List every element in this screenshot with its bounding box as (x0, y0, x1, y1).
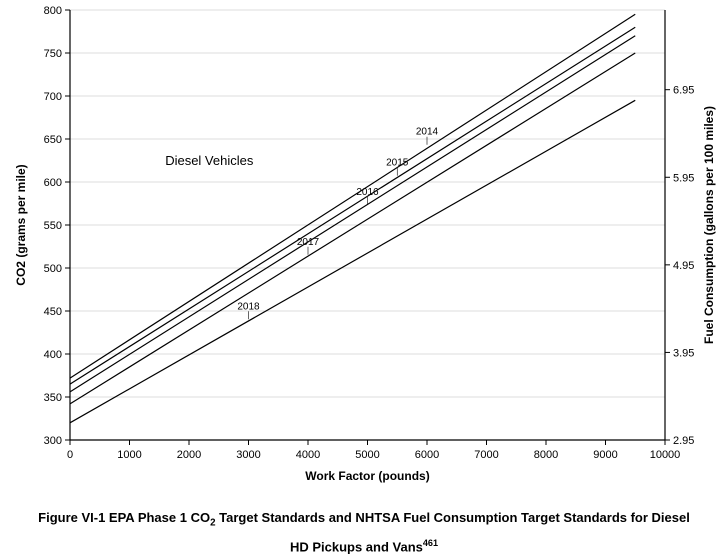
svg-text:CO2 (grams per mile): CO2 (grams per mile) (14, 164, 28, 285)
svg-text:750: 750 (44, 48, 62, 60)
figure-caption-line1: Figure VI-1 EPA Phase 1 CO2 Target Stand… (0, 510, 728, 529)
svg-text:300: 300 (44, 435, 62, 447)
chart-container: 3003504004505005506006507007508000100020… (0, 0, 728, 500)
svg-text:3000: 3000 (236, 449, 260, 461)
svg-text:7000: 7000 (474, 449, 498, 461)
svg-text:2015: 2015 (386, 158, 409, 169)
svg-text:500: 500 (44, 263, 62, 275)
svg-text:650: 650 (44, 134, 62, 146)
svg-text:0: 0 (67, 449, 73, 461)
svg-text:2014: 2014 (416, 127, 439, 138)
svg-text:2000: 2000 (177, 449, 201, 461)
svg-text:4000: 4000 (296, 449, 320, 461)
svg-text:Diesel Vehicles: Diesel Vehicles (165, 153, 254, 168)
svg-text:550: 550 (44, 220, 62, 232)
svg-text:Work Factor (pounds): Work Factor (pounds) (305, 469, 429, 483)
line-chart: 3003504004505005506006507007508000100020… (0, 0, 728, 500)
svg-text:2016: 2016 (356, 187, 379, 198)
svg-text:400: 400 (44, 349, 62, 361)
svg-text:700: 700 (44, 91, 62, 103)
svg-text:3.95: 3.95 (673, 347, 694, 359)
svg-text:1000: 1000 (117, 449, 141, 461)
svg-text:350: 350 (44, 392, 62, 404)
svg-text:6000: 6000 (415, 449, 439, 461)
svg-text:4.95: 4.95 (673, 260, 694, 272)
svg-text:800: 800 (44, 5, 62, 17)
svg-text:2.95: 2.95 (673, 435, 694, 447)
svg-text:6.95: 6.95 (673, 85, 694, 97)
caption-text: Figure VI-1 EPA Phase 1 CO (38, 510, 210, 525)
svg-text:Fuel Consumption (gallons per: Fuel Consumption (gallons per 100 miles) (702, 106, 716, 344)
svg-text:450: 450 (44, 306, 62, 318)
svg-text:2017: 2017 (297, 237, 320, 248)
svg-text:5000: 5000 (355, 449, 379, 461)
figure-caption-line2: HD Pickups and Vans461 (0, 538, 728, 554)
caption-text: HD Pickups and Vans (290, 539, 423, 554)
svg-text:5.95: 5.95 (673, 172, 694, 184)
svg-text:9000: 9000 (593, 449, 617, 461)
caption-text: Target Standards and NHTSA Fuel Consumpt… (216, 510, 690, 525)
caption-sup: 461 (423, 538, 438, 548)
svg-text:8000: 8000 (534, 449, 558, 461)
svg-text:10000: 10000 (650, 449, 681, 461)
svg-text:2018: 2018 (237, 301, 260, 312)
svg-text:600: 600 (44, 177, 62, 189)
